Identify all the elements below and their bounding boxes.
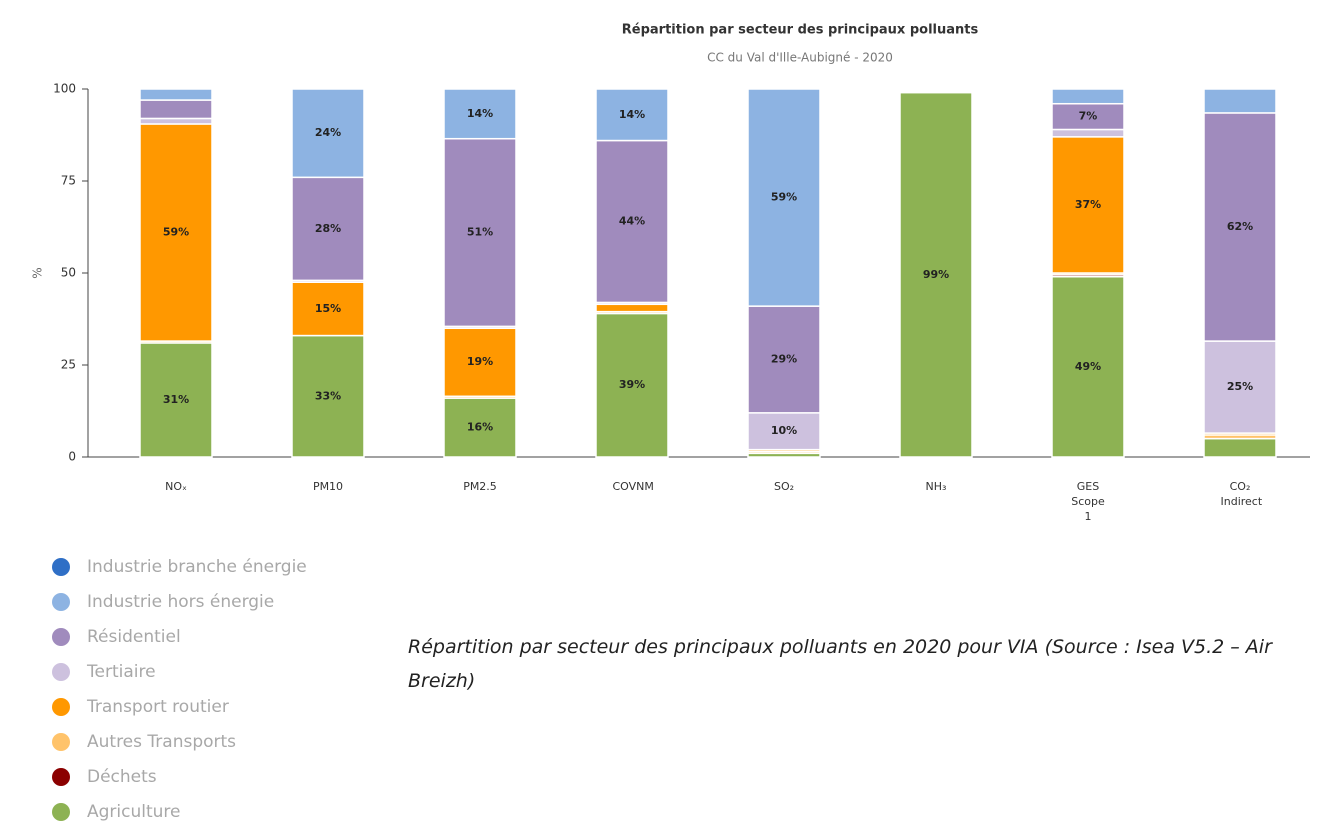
legend-item: Déchets: [52, 766, 157, 788]
data-label: 29%: [771, 352, 797, 365]
data-label: 15%: [315, 302, 341, 315]
x-tick-label: CO₂ Indirect: [1220, 480, 1263, 508]
bar-segment: [1203, 88, 1277, 114]
data-label: 28%: [315, 222, 341, 235]
bar-segment: [139, 117, 213, 125]
legend-item: Autres Transports: [52, 731, 236, 753]
legend-label: Déchets: [87, 767, 157, 787]
legend-swatch: [52, 663, 70, 681]
chart: Répartition par secteur des principaux p…: [31, 23, 1310, 464]
legend-item: Agriculture: [52, 801, 181, 823]
data-label: 44%: [619, 214, 645, 227]
bar-segment: [139, 99, 213, 120]
legend-label: Autres Transports: [87, 732, 237, 752]
y-tick-label: 0: [68, 450, 76, 464]
bar-segment: [595, 139, 669, 304]
bar-segment: [747, 412, 821, 451]
data-label: 31%: [163, 393, 189, 406]
bar-segment: [595, 88, 669, 142]
legend-swatch: [52, 593, 70, 611]
bar-segment: [1051, 275, 1125, 458]
bar-segment: [291, 281, 365, 337]
bar-segment: [443, 88, 517, 140]
bar-segment: [443, 397, 517, 458]
y-axis-label: %: [31, 267, 45, 278]
data-label: 14%: [467, 107, 493, 120]
legend-swatch: [52, 803, 70, 821]
bar-segment: [1051, 88, 1125, 105]
data-label: 62%: [1227, 220, 1253, 233]
chart-subtitle: CC du Val d'Ille-Aubigné - 2020: [707, 51, 893, 65]
caption: Répartition par secteur des principaux p…: [408, 636, 1272, 692]
legend-label: Transport routier: [87, 697, 229, 717]
bar-segment: [1051, 102, 1125, 131]
bar-segment: [139, 88, 213, 101]
legend-item: Transport routier: [52, 696, 229, 718]
data-label: 37%: [1075, 198, 1101, 211]
bar-segment: [291, 88, 365, 179]
bar-segment: [595, 303, 669, 313]
bar-segment: [1051, 128, 1125, 138]
y-tick-label: 50: [61, 266, 76, 280]
bar-segment: [899, 91, 973, 458]
chart-title: Répartition par secteur des principaux p…: [622, 23, 979, 38]
data-label: 19%: [467, 355, 493, 368]
bar-segment: [747, 88, 821, 307]
legend-label: Agriculture: [87, 802, 181, 822]
legend-swatch: [52, 733, 70, 751]
y-tick-label: 100: [53, 82, 76, 96]
x-tick-label: NOₓ: [165, 480, 187, 493]
x-tick-label: NH₃: [925, 480, 947, 493]
data-label: 14%: [619, 108, 645, 121]
data-label: 25%: [1227, 380, 1253, 393]
bar-segment: [443, 327, 517, 398]
legend-swatch: [52, 768, 70, 786]
bar-segment: [139, 342, 213, 458]
bar-segment: [747, 305, 821, 414]
y-tick-label: 25: [61, 358, 76, 372]
data-label: 16%: [467, 421, 493, 434]
legend-label: Résidentiel: [87, 627, 181, 647]
data-label: 39%: [619, 378, 645, 391]
legend-swatch: [52, 628, 70, 646]
bar-segment: [291, 176, 365, 282]
y-tick-label: 75: [61, 174, 76, 188]
legend-label: Tertiaire: [87, 662, 156, 682]
bar-segment: [1203, 437, 1277, 458]
data-label: 7%: [1079, 110, 1098, 123]
legend-item: Industrie branche énergie: [52, 556, 307, 578]
data-label: 49%: [1075, 360, 1101, 373]
bar-segment: [443, 137, 517, 328]
legend-item: Industrie hors énergie: [52, 591, 274, 613]
legend-item: Résidentiel: [52, 626, 181, 648]
bar-segment: [1051, 136, 1125, 274]
data-label: 33%: [315, 389, 341, 402]
legend-label: Industrie branche énergie: [87, 557, 307, 577]
x-tick-label: COVNM: [612, 480, 654, 493]
x-tick-label: SO₂: [773, 480, 795, 493]
x-tick-label: GES Scope 1: [1071, 480, 1105, 523]
legend-swatch: [52, 698, 70, 716]
legend-swatch: [52, 558, 70, 576]
x-tick-label: PM2.5: [463, 480, 497, 493]
bar-segment: [595, 312, 669, 458]
data-label: 51%: [467, 226, 493, 239]
bar-segment: [291, 334, 365, 458]
legend: Industrie branche énergie Industrie hors …: [40, 552, 385, 834]
data-label: 59%: [163, 226, 189, 239]
data-label: 10%: [771, 424, 797, 437]
legend-label: Industrie hors énergie: [87, 592, 275, 612]
x-tick-label: PM10: [312, 480, 344, 493]
legend-item: Tertiaire: [52, 661, 156, 683]
data-label: 24%: [315, 126, 341, 139]
data-label: 59%: [771, 191, 797, 204]
data-label: 99%: [923, 268, 949, 281]
bar-segment: [139, 123, 213, 342]
